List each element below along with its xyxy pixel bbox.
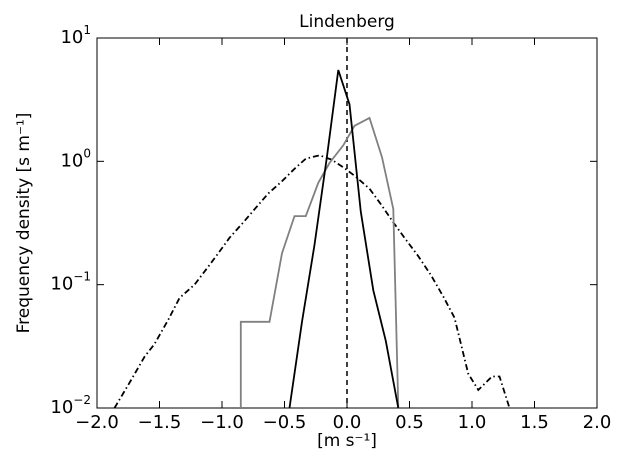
data-line bbox=[239, 116, 400, 409]
x-tick-label: −1.0 bbox=[200, 412, 244, 433]
y-tick-label: 10−1 bbox=[50, 269, 91, 295]
y-tick-label: 101 bbox=[60, 23, 91, 49]
x-axis-label: [m s⁻¹] bbox=[317, 431, 377, 451]
y-axis-label: Frequency density [s m⁻¹] bbox=[14, 113, 34, 334]
data-line bbox=[113, 154, 511, 409]
x-tick-label: 0.0 bbox=[333, 412, 362, 433]
data-line bbox=[288, 69, 400, 409]
chart-title: Lindenberg bbox=[299, 12, 395, 32]
x-tick-label: −1.5 bbox=[138, 412, 182, 433]
x-tick-label: −2.0 bbox=[75, 412, 119, 433]
x-tick-label: 2.0 bbox=[583, 412, 612, 433]
x-tick-label: −0.5 bbox=[263, 412, 307, 433]
x-tick-label: 0.5 bbox=[395, 412, 424, 433]
x-tick-label: 1.0 bbox=[458, 412, 487, 433]
y-tick-label: 10−2 bbox=[50, 393, 91, 419]
x-tick-label: 1.5 bbox=[520, 412, 549, 433]
y-tick-label: 100 bbox=[60, 146, 91, 172]
